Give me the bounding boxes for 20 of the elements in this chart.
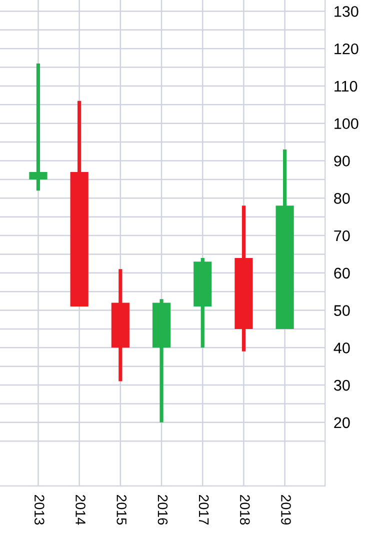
y-tick-label: 80 [334, 193, 350, 204]
x-tick-label: 2017 [198, 495, 209, 525]
x-tick-label: 2018 [240, 495, 250, 525]
y-tick-label: 40 [334, 342, 350, 354]
y-tick-label: 110 [334, 80, 358, 92]
x-tick-label: 2015 [116, 495, 127, 525]
x-tick-label: 2016 [158, 495, 168, 525]
y-tick-label: 70 [334, 230, 350, 242]
y-tick-label: 90 [334, 156, 350, 166]
candlestick [29, 64, 48, 191]
y-tick-label: 50 [334, 305, 350, 316]
y-tick-label: 60 [334, 268, 350, 279]
y-tick-label: 100 [334, 118, 358, 130]
y-tick-label: 20 [334, 417, 350, 428]
y-tick-label: 130 [334, 6, 358, 17]
y-tick-label: 120 [334, 43, 358, 54]
y-tick-label: 30 [334, 380, 350, 391]
x-tick-label: 2014 [76, 495, 86, 525]
x-tick-label: 2019 [281, 495, 291, 525]
x-tick-label: 2013 [34, 495, 44, 525]
